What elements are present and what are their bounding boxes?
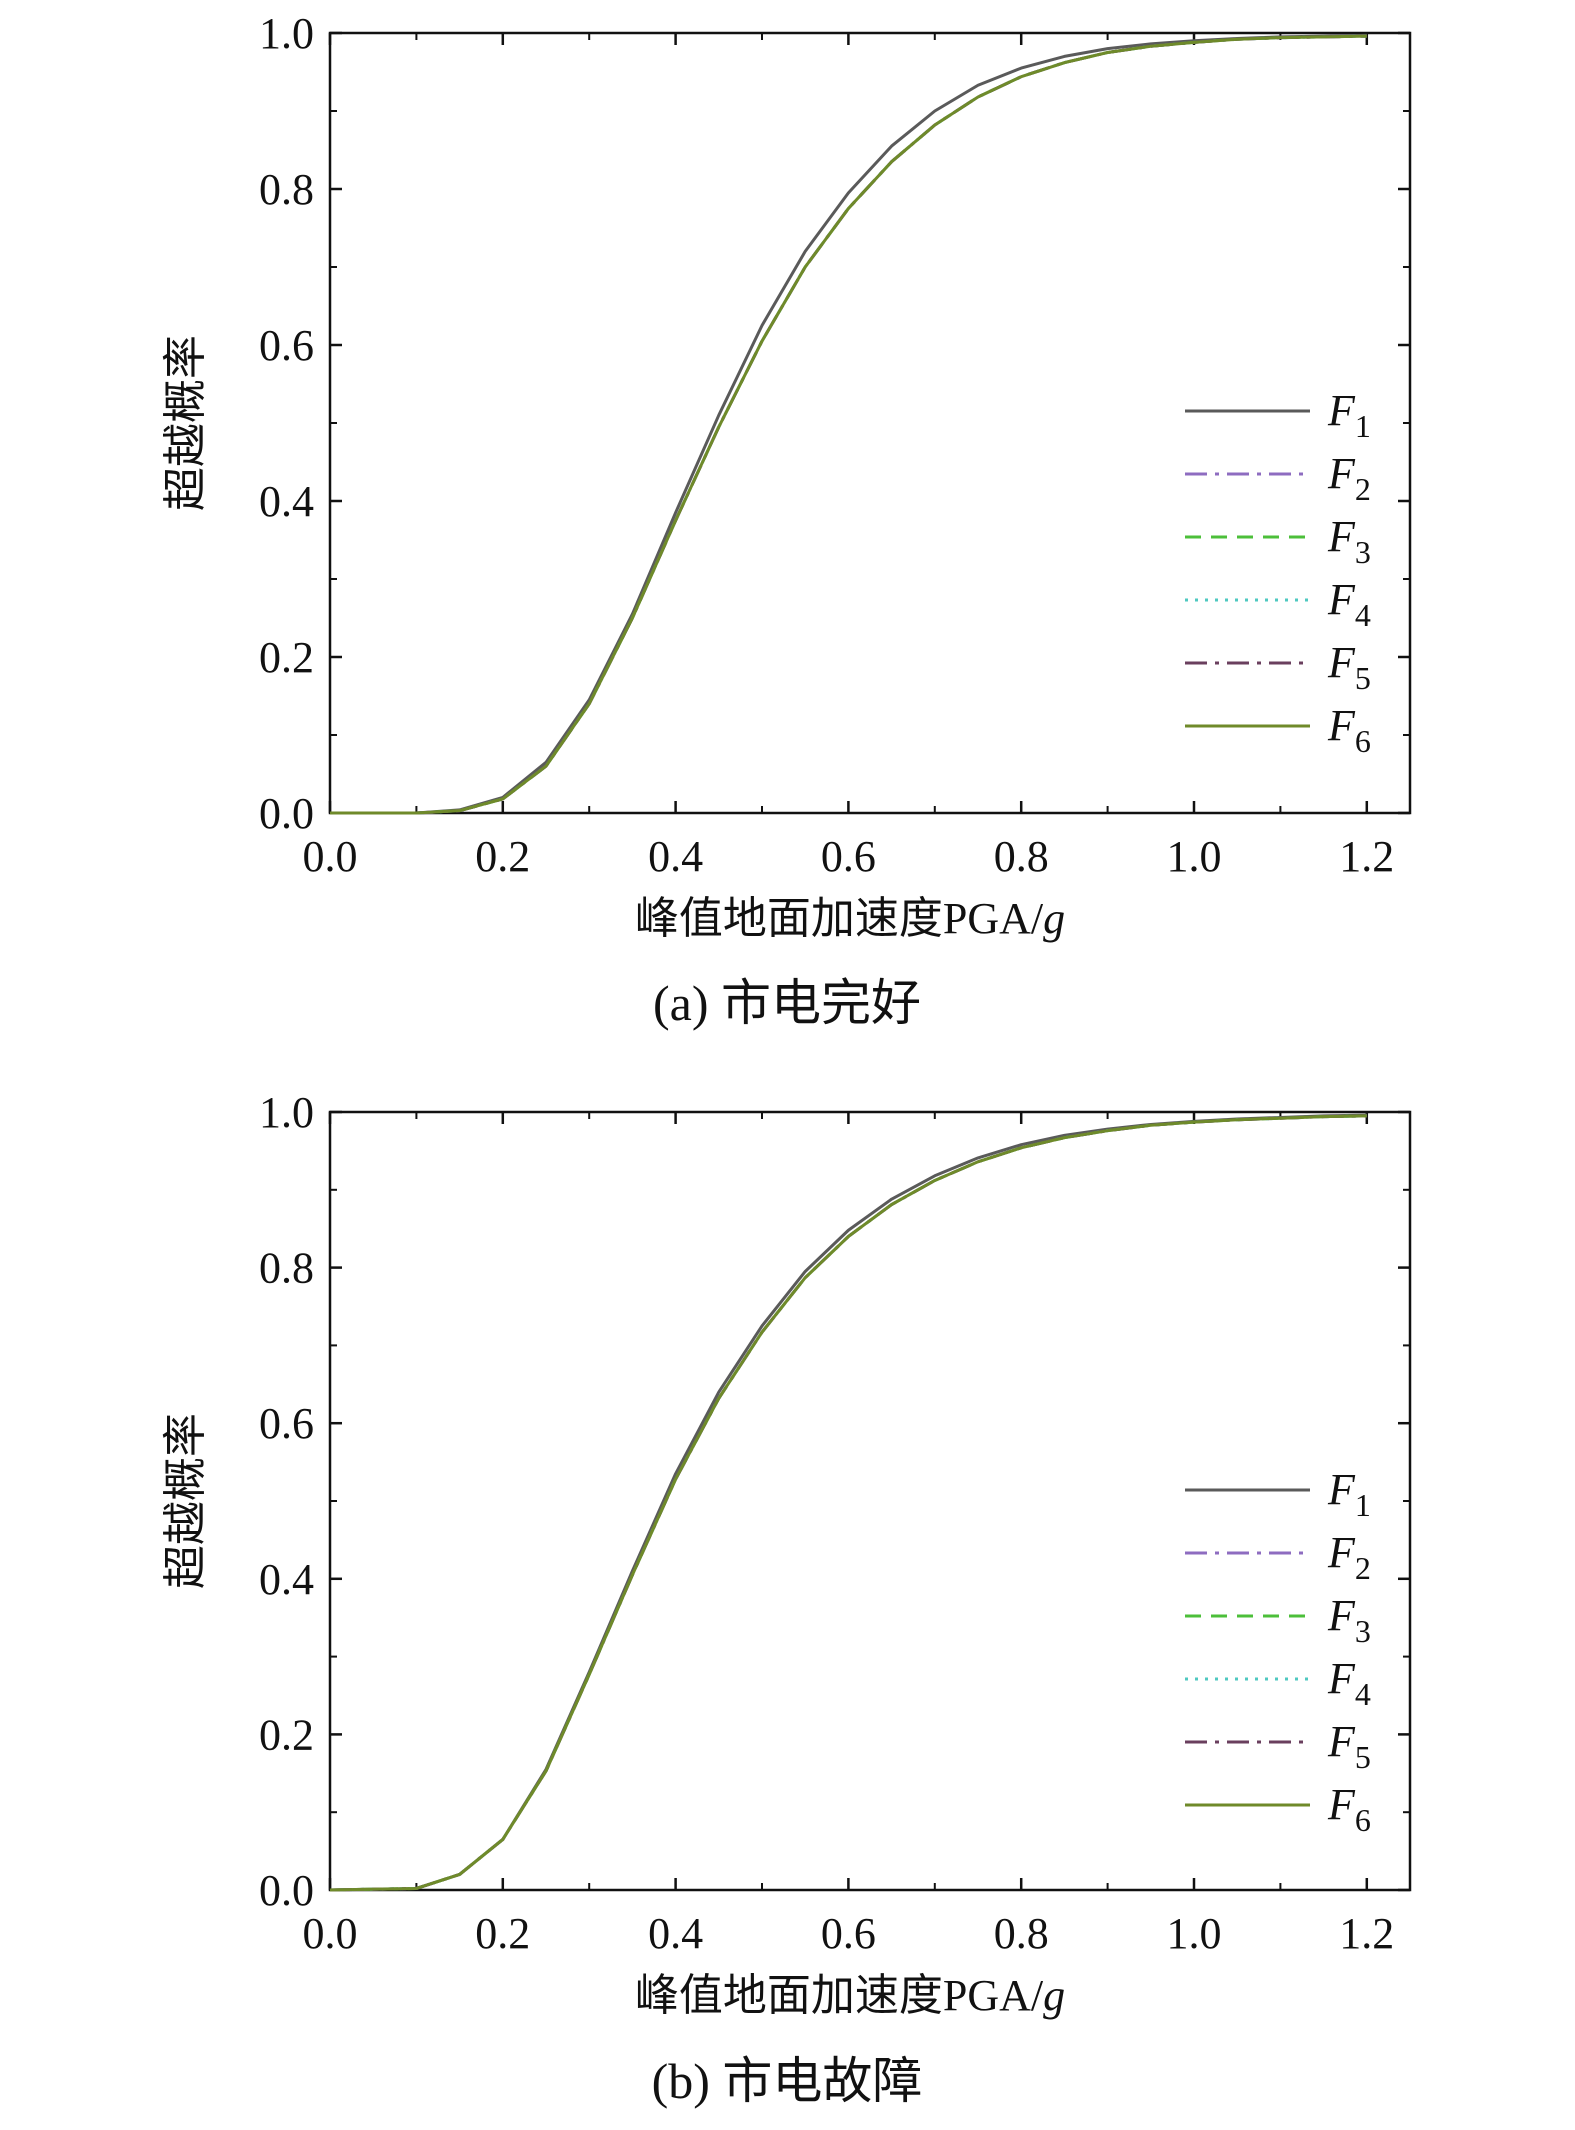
legend-label-letter: F	[1327, 1654, 1356, 1703]
x-axis-label-unit: g	[1043, 894, 1065, 943]
y-tick-label: 0.4	[259, 477, 314, 526]
legend-label-f2: F2	[1327, 1528, 1371, 1586]
plot-frame	[328, 31, 1412, 815]
legend-label-f3: F3	[1327, 1591, 1371, 1649]
legend-label-letter: F	[1327, 1465, 1356, 1514]
x-tick-label: 0.4	[648, 1909, 703, 1958]
y-axis-label: 超越概率	[161, 1413, 210, 1589]
series-line-f1	[329, 1113, 1367, 1892]
legend-label-subscript: 1	[1355, 408, 1371, 444]
series-line-f6	[329, 1114, 1367, 1892]
y-tick-label: 0.2	[259, 633, 314, 682]
legend-label-subscript: 3	[1355, 1613, 1371, 1649]
legend-label-subscript: 3	[1355, 534, 1371, 570]
legend-label-subscript: 6	[1355, 723, 1371, 759]
y-tick-label: 1.0	[259, 9, 314, 58]
chart-panel-b: 0.0 0.2 0.4 0.6 0.8 1.0 1.2 0.0 0.2 0.4 0.6 0.8 1.0 峰…	[161, 1088, 1412, 2109]
x-tick-label: 0.8	[994, 1909, 1049, 1958]
legend-label-f5: F5	[1327, 638, 1371, 696]
legend-label-letter: F	[1327, 638, 1356, 687]
y-tick-label: 1.0	[259, 1088, 314, 1137]
legend-label-subscript: 5	[1355, 660, 1371, 696]
legend-label-subscript: 2	[1355, 1550, 1371, 1586]
legend-label-subscript: 4	[1355, 597, 1371, 633]
legend-label-letter: F	[1327, 1717, 1356, 1766]
x-tick-label: 1.0	[1167, 832, 1222, 881]
series-line-f4	[330, 34, 1367, 815]
y-tick-label: 0.8	[259, 1244, 314, 1293]
x-tick-label: 0.0	[303, 832, 358, 881]
legend-label-f2: F2	[1327, 449, 1371, 507]
legend-label-f1: F1	[1327, 386, 1371, 444]
x-axis-label-unit: g	[1043, 1971, 1065, 2020]
x-tick-label: 0.0	[303, 1909, 358, 1958]
x-tick-label: 1.2	[1339, 832, 1394, 881]
panel-caption: (a) 市电完好	[653, 975, 921, 1031]
legend-label-f4: F4	[1327, 1654, 1371, 1712]
series-line-f3	[330, 34, 1367, 815]
x-axis-label: 峰值地面加速度PGA/g	[635, 894, 1065, 943]
legend-label-letter: F	[1327, 512, 1356, 561]
x-tick-label: 0.4	[648, 832, 703, 881]
legend-label-f3: F3	[1327, 512, 1371, 570]
legend-label-f6: F6	[1327, 1780, 1371, 1838]
x-tick-label: 0.2	[475, 1909, 530, 1958]
x-tick-label: 0.6	[821, 832, 876, 881]
x-tick-label: 1.0	[1167, 1909, 1222, 1958]
series-line-f5	[330, 34, 1367, 815]
legend-label-letter: F	[1327, 386, 1356, 435]
chart-panel-a: 0.0 0.2 0.4 0.6 0.8 1.0 1.2 0.0 0.2 0.4 0.6 0.8 1.0 峰…	[161, 9, 1412, 1031]
y-tick-label: 0.2	[259, 1710, 314, 1759]
legend-label-letter: F	[1327, 1528, 1356, 1577]
series-line-f6	[330, 34, 1367, 815]
legend-label-subscript: 2	[1355, 471, 1371, 507]
series-line-f1	[330, 33, 1367, 815]
legend-label-f5: F5	[1327, 1717, 1371, 1775]
legend-label-letter: F	[1327, 1591, 1356, 1640]
legend-label-f1: F1	[1327, 1465, 1371, 1523]
y-tick-label: 0.6	[259, 321, 314, 370]
legend-label-subscript: 5	[1355, 1739, 1371, 1775]
x-tick-label: 0.6	[821, 1909, 876, 1958]
plot-frame	[328, 1110, 1412, 1892]
x-tick-label: 0.8	[994, 832, 1049, 881]
x-tick-label: 0.2	[475, 832, 530, 881]
y-tick-label: 0.0	[259, 1866, 314, 1915]
legend-label-letter: F	[1327, 449, 1356, 498]
legend-label-subscript: 4	[1355, 1676, 1371, 1712]
y-axis-label: 超越概率	[161, 335, 210, 511]
legend-label-subscript: 1	[1355, 1487, 1371, 1523]
legend-label-subscript: 6	[1355, 1802, 1371, 1838]
panel-caption: (b) 市电故障	[652, 2053, 923, 2109]
y-tick-label: 0.8	[259, 165, 314, 214]
y-tick-label: 0.0	[259, 789, 314, 838]
legend-label-f6: F6	[1327, 701, 1371, 759]
x-tick-label: 1.2	[1339, 1909, 1394, 1958]
legend-label-letter: F	[1327, 575, 1356, 624]
legend-label-f4: F4	[1327, 575, 1371, 633]
series-line-f2	[330, 34, 1367, 815]
legend-label-letter: F	[1327, 701, 1356, 750]
y-tick-label: 0.4	[259, 1555, 314, 1604]
x-axis-label: 峰值地面加速度PGA/g	[635, 1971, 1065, 2020]
legend-label-letter: F	[1327, 1780, 1356, 1829]
y-tick-label: 0.6	[259, 1399, 314, 1448]
